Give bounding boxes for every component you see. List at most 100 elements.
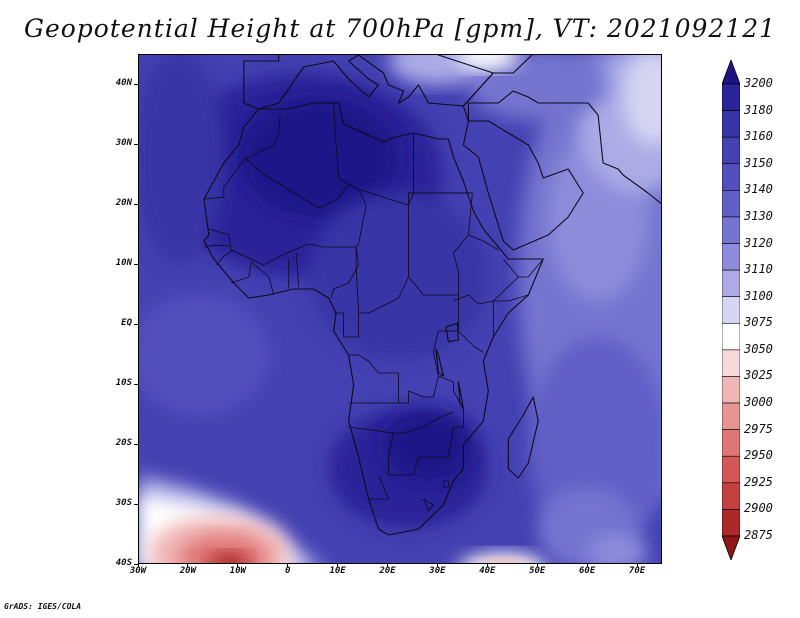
lat-tick: [134, 263, 138, 265]
lake-outline-0: [445, 322, 459, 343]
country-border-12: [452, 192, 473, 295]
lake-outline-2: [457, 381, 464, 410]
country-border-10: [453, 294, 494, 337]
legend-level-label: 3140: [744, 182, 773, 197]
legend-level-label: 3025: [744, 368, 773, 383]
country-border-7: [398, 375, 439, 404]
legend-swatch: [722, 429, 740, 457]
lat-label: 10N: [115, 258, 132, 268]
legend-level-label: 2900: [744, 501, 773, 516]
country-border-0: [245, 114, 281, 160]
lon-label: 70E: [628, 566, 646, 576]
country-border-24: [368, 474, 389, 500]
country-border-16: [231, 261, 275, 296]
country-border-21: [203, 244, 229, 248]
country-border-11: [458, 330, 484, 353]
lon-label: 60E: [579, 566, 596, 576]
africa-coastline: [203, 102, 544, 536]
legend-swatch: [722, 243, 740, 271]
lat-tick: [134, 83, 138, 85]
field-atlantic-high: [139, 55, 224, 265]
legend-level-label: 3110: [744, 262, 773, 277]
legend-swatch: [722, 110, 740, 138]
lon-tick: [536, 563, 538, 567]
legend-level-label: 3075: [744, 315, 773, 330]
legend-swatch: [722, 136, 740, 165]
lon-tick: [137, 563, 139, 567]
legend-level-label: 3160: [744, 129, 773, 144]
country-border-15: [492, 276, 529, 302]
lon-label: 0: [284, 566, 291, 576]
height-field-layer: [139, 55, 661, 563]
country-border-20: [216, 249, 235, 266]
lat-label: 10S: [115, 378, 132, 388]
lat-label: 20S: [115, 438, 132, 448]
country-border-18: [295, 252, 300, 287]
legend-level-label: 2975: [744, 421, 773, 436]
legend-bottom-triangle: [722, 535, 740, 560]
field-southeast-white: [463, 553, 544, 563]
credit-text: GrADS: IGES/COLA: [4, 602, 82, 611]
mideast-coastline: [462, 55, 661, 205]
lon-tick: [337, 563, 339, 567]
legend-level-label: 3000: [744, 395, 773, 410]
field-trough-core: [209, 553, 249, 563]
lon-tick: [237, 563, 239, 567]
field-indian-ocean-patch: [588, 535, 649, 563]
legend-swatch: [722, 349, 740, 377]
country-border-26: [442, 480, 449, 488]
lat-label: 40S: [115, 558, 132, 568]
country-border-8: [348, 354, 399, 404]
country-border-2: [203, 158, 246, 200]
country-border-6: [388, 276, 464, 476]
lat-label: 20N: [115, 198, 132, 208]
lat-tick: [134, 143, 138, 145]
lon-label: 30W: [129, 566, 147, 576]
lon-label: 30E: [429, 566, 446, 576]
field-north-edge: [468, 55, 609, 121]
legend-swatch: [722, 269, 740, 298]
lon-label: 20E: [379, 566, 396, 576]
legend-level-label: 3100: [744, 288, 773, 303]
country-border-19: [330, 246, 360, 299]
legend-level-label: 2950: [744, 448, 773, 463]
lat-tick: [134, 383, 138, 385]
lat-tick: [134, 503, 138, 505]
legend-swatch: [722, 482, 740, 510]
legend-level-label: 3120: [744, 235, 773, 250]
country-border-25: [423, 498, 434, 512]
lat-tick: [134, 203, 138, 205]
country-border-4: [333, 102, 348, 185]
legend-level-label: 2925: [744, 474, 773, 489]
lat-label: 30S: [115, 498, 132, 508]
lon-tick: [387, 563, 389, 567]
lon-tick: [436, 563, 438, 567]
legend-swatch: [722, 322, 740, 351]
lon-label: 50E: [529, 566, 546, 576]
lon-tick: [187, 563, 189, 567]
lat-tick: [134, 443, 138, 445]
lon-tick: [636, 563, 638, 567]
lat-label: 40N: [115, 78, 132, 88]
field-mid-atlantic: [139, 295, 269, 415]
legend-swatch: [722, 190, 740, 218]
lon-label: 20W: [179, 566, 197, 576]
legend-swatch: [722, 296, 740, 324]
field-southeast-pink: [486, 560, 521, 563]
field-trough-red: [178, 535, 269, 563]
lon-label: 40E: [479, 566, 496, 576]
lake-outline-1: [435, 348, 444, 377]
legend-swatch: [722, 509, 740, 537]
lon-label: 10E: [329, 566, 346, 576]
country-border-1: [245, 158, 473, 209]
arabia-coastline: [462, 120, 584, 251]
lat-label: 30N: [115, 138, 132, 148]
madagascar-coastline: [507, 396, 539, 479]
page-title: Geopotential Height at 700hPa [gpm], VT:…: [23, 14, 777, 43]
lon-tick: [486, 563, 488, 567]
map-panel: [138, 54, 662, 564]
legend-level-label: 3150: [744, 155, 773, 170]
color-legend-bar: [722, 60, 740, 560]
legend-swatch: [722, 216, 740, 244]
field-mideast-low-core: [623, 55, 661, 145]
